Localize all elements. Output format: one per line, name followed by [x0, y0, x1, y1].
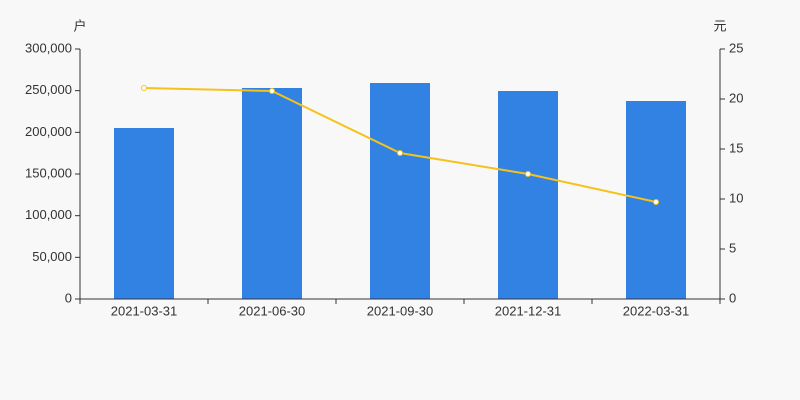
line-point — [397, 150, 403, 156]
line-point — [269, 88, 275, 94]
x-tick-label: 2021-09-30 — [367, 303, 434, 318]
y-tick-label: 50,000 — [32, 249, 72, 264]
x-tick-label: 2022-03-31 — [623, 303, 690, 318]
y2-tick-label: 25 — [729, 40, 743, 55]
y-tick-label: 300,000 — [25, 40, 72, 55]
y2-tick-label: 5 — [729, 240, 736, 255]
bar — [498, 91, 558, 299]
line-point — [653, 199, 659, 205]
y-tick-label: 0 — [65, 290, 72, 305]
y2-tick-label: 15 — [729, 140, 743, 155]
y2-tick-label: 20 — [729, 90, 743, 105]
bar — [114, 128, 174, 299]
bar — [370, 83, 430, 299]
line-point — [141, 85, 147, 91]
x-tick-label: 2021-12-31 — [495, 303, 562, 318]
line-point — [525, 171, 531, 177]
y-tick-label: 200,000 — [25, 124, 72, 139]
y2-tick-label: 10 — [729, 190, 743, 205]
y-tick-label: 100,000 — [25, 207, 72, 222]
y-tick-label: 250,000 — [25, 82, 72, 97]
x-tick-label: 2021-06-30 — [239, 303, 306, 318]
y-tick-label: 150,000 — [25, 165, 72, 180]
y2-tick-label: 0 — [729, 290, 736, 305]
x-tick-label: 2021-03-31 — [111, 303, 178, 318]
y-axis-unit: 户 — [73, 18, 86, 33]
y2-axis-unit: 元 — [713, 18, 726, 33]
bar — [242, 88, 302, 299]
